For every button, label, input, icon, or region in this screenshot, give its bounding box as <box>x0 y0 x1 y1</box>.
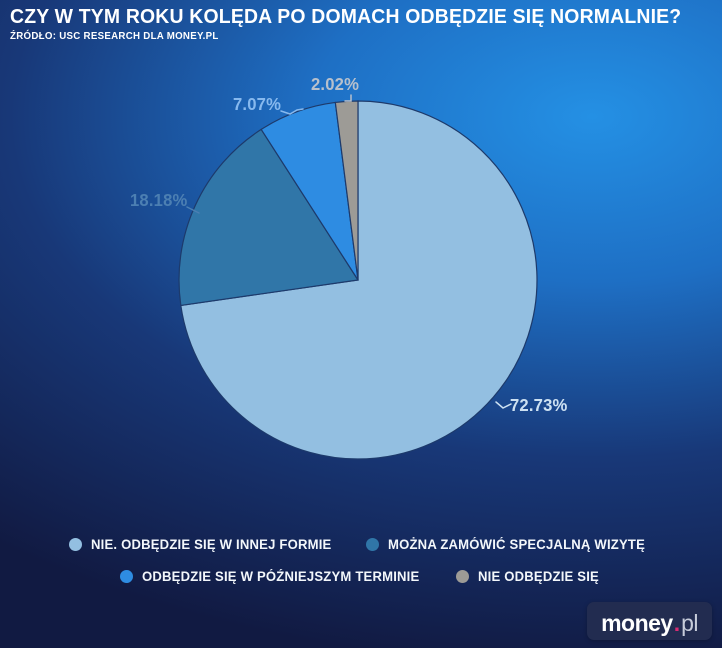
legend-item-specjalna-wizyta: MOŻNA ZAMÓWIĆ SPECJALNĄ WIZYTĘ <box>366 537 653 552</box>
source-label: ŹRÓDŁO: USC RESEARCH DLA MONEY.PL <box>10 31 219 42</box>
legend-row-1: NIE. ODBĘDZIE SIĘ W INNEJ FORMIE MOŻNA Z… <box>0 537 722 552</box>
legend-dot-medium-blue-icon <box>366 538 380 551</box>
legend-item-label: NIE. ODBĘDZIE SIĘ W INNEJ FORMIE <box>90 537 332 552</box>
legend-dot-gray-icon <box>455 570 469 583</box>
legend-item-label: NIE ODBĘDZIE SIĘ <box>477 569 599 584</box>
header: CZY W TYM ROKU KOLĘDA PO DOMACH ODBĘDZIE… <box>10 6 702 42</box>
slice-value-label-2-02: 2.02% <box>311 74 360 94</box>
legend-dot-bright-blue-icon <box>119 570 133 583</box>
legend-item-pozniejszy-termin: ODBĘDZIE SIĘ W PÓŹNIEJSZYM TERMINIE <box>119 569 428 584</box>
logo-text-pl: pl <box>681 610 698 636</box>
slice-value-label-72-73: 72.73% <box>510 395 568 415</box>
chart-legend: NIE. ODBĘDZIE SIĘ W INNEJ FORMIE MOŻNA Z… <box>0 537 722 584</box>
legend-row-2: ODBĘDZIE SIĘ W PÓŹNIEJSZYM TERMINIE NIE … <box>0 569 722 584</box>
logo-text-money: money <box>601 610 673 636</box>
pie-slice-1 <box>178 128 360 307</box>
legend-item-label: MOŻNA ZAMÓWIĆ SPECJALNĄ WIZYTĘ <box>388 537 646 552</box>
logo-dot: . <box>673 610 681 636</box>
slice-value-label-7-07: 7.07% <box>233 94 282 114</box>
legend-dot-light-blue-icon <box>68 538 82 551</box>
slice-value-label-18-18: 18.18% <box>130 190 188 210</box>
legend-item-label: ODBĘDZIE SIĘ W PÓŹNIEJSZYM TERMINIE <box>141 569 420 584</box>
legend-item-innej-formie: NIE. ODBĘDZIE SIĘ W INNEJ FORMIE <box>68 537 339 552</box>
pie-svg <box>178 100 538 460</box>
pie-slice-0 <box>180 100 538 460</box>
legend-item-nie-odbedzie: NIE ODBĘDZIE SIĘ <box>455 569 603 584</box>
page-title: CZY W TYM ROKU KOLĘDA PO DOMACH ODBĘDZIE… <box>10 6 682 28</box>
moneypl-logo: money . pl <box>587 602 712 640</box>
